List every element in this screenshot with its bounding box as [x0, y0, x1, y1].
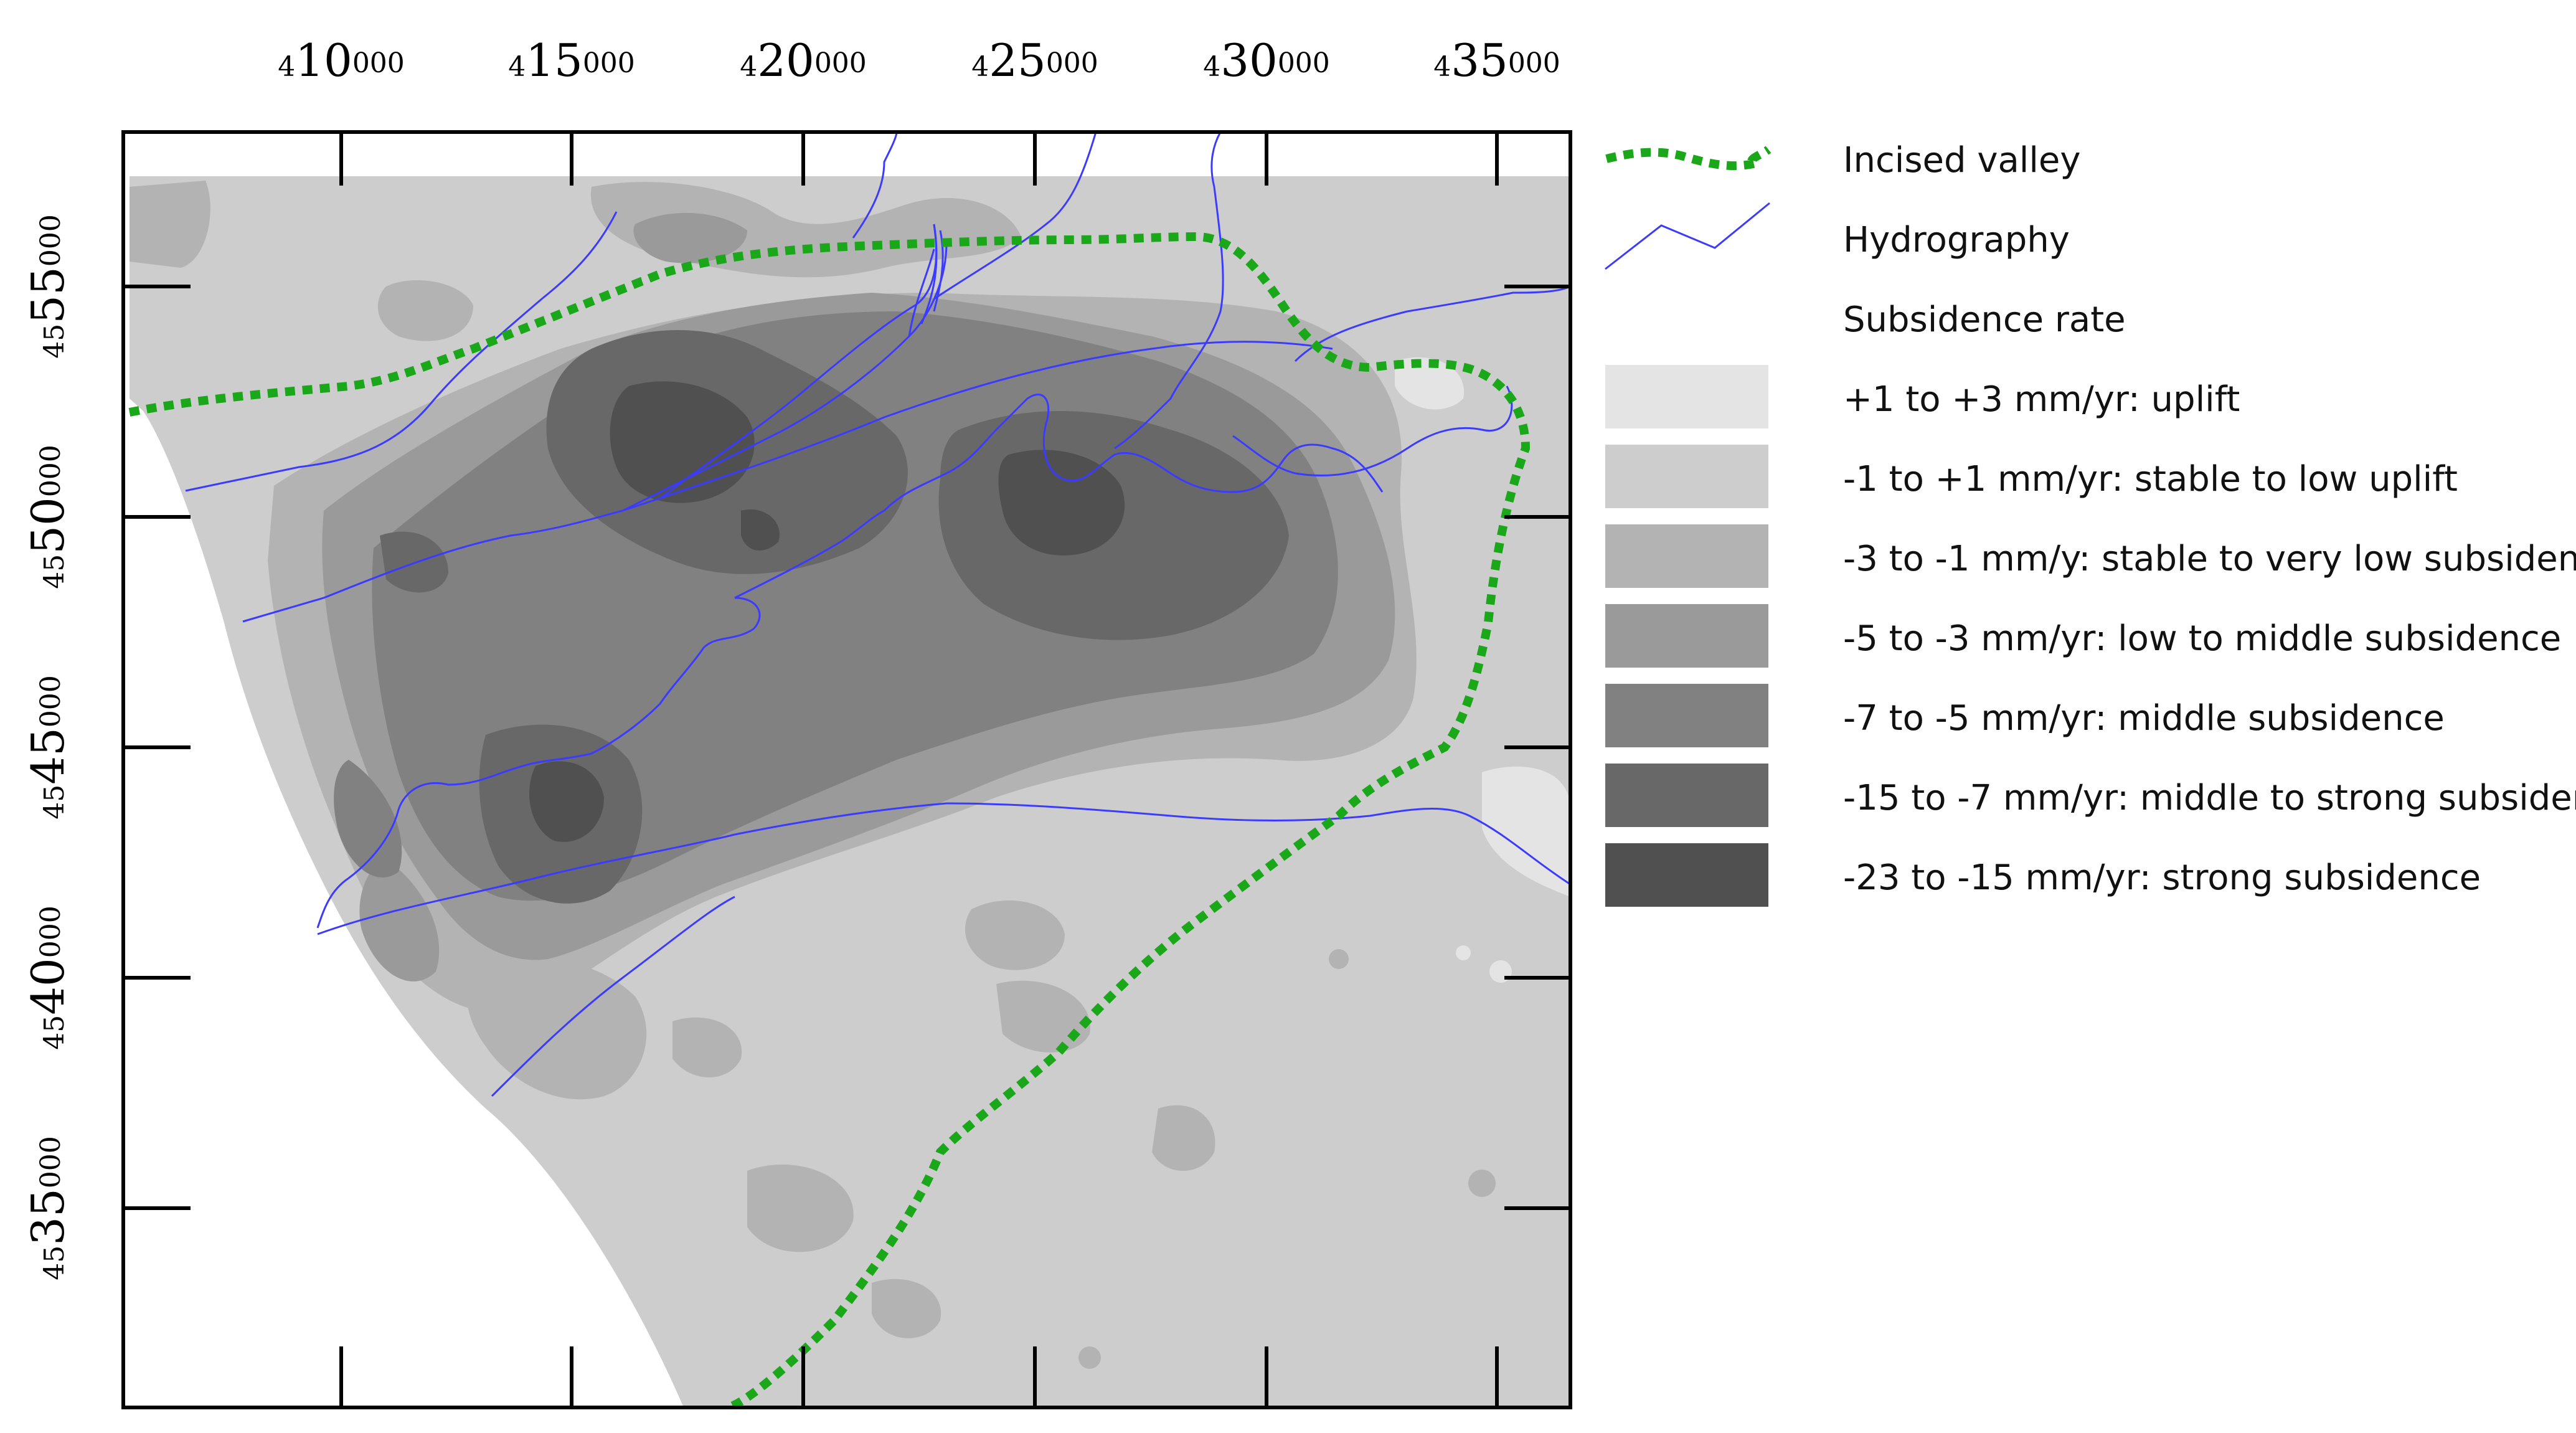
legend-label: Hydrography [1843, 220, 2070, 260]
x-tick-label: 430000 [1203, 34, 1330, 87]
y-tick-label: 4545000 [22, 675, 74, 820]
x-tick-label: 415000 [508, 34, 635, 87]
hydrography-lines[interactable] [185, 132, 1570, 1097]
legend-label: -3 to -1 mm/y: stable to very low subsid… [1843, 539, 2576, 579]
legend-label: Incised valley [1843, 140, 2081, 181]
legend-item-class-middle-strong-subsidence[interactable]: -15 to -7 mm/yr: middle to strong subsid… [1605, 764, 2576, 827]
legend-item-class-very-low-subsidence[interactable]: -3 to -1 mm/y: stable to very low subsid… [1605, 524, 2576, 588]
legend-item-incised-valley[interactable]: Incised valley [1605, 140, 2081, 181]
legend-item-class-uplift[interactable]: +1 to +3 mm/yr: uplift [1605, 365, 2240, 428]
x-tick-label: 425000 [971, 34, 1098, 87]
legend-swatch [1605, 764, 1768, 827]
legend-title: Subsidence rate [1843, 300, 2126, 340]
uplift-patches [293, 357, 1570, 983]
legend: Incised valley Hydrography Subsidence ra… [1605, 140, 2576, 907]
map-panel: 410000 415000 420000 425000 430000 43500… [22, 34, 1572, 1409]
tick-marks [123, 132, 1570, 1407]
incised-valley-swatch [1605, 146, 1772, 171]
legend-item-class-middle-subsidence[interactable]: -7 to -5 mm/yr: middle subsidence [1605, 684, 2445, 747]
legend-label: -5 to -3 mm/yr: low to middle subsidence [1843, 618, 2561, 659]
x-tick-labels: 410000 415000 420000 425000 430000 43500… [278, 34, 1560, 87]
x-tick-label: 435000 [1433, 34, 1560, 87]
y-tick-label: 4540000 [22, 906, 74, 1050]
legend-item-class-strong-subsidence[interactable]: -23 to -15 mm/yr: strong subsidence [1605, 843, 2481, 907]
legend-swatch [1605, 524, 1768, 588]
legend-swatch [1605, 684, 1768, 747]
legend-swatch [1605, 843, 1768, 907]
x-tick-label: 410000 [278, 34, 405, 87]
legend-label: +1 to +3 mm/yr: uplift [1843, 379, 2240, 420]
legend-item-class-low-middle-subsidence[interactable]: -5 to -3 mm/yr: low to middle subsidence [1605, 604, 2561, 668]
legend-swatch [1605, 365, 1768, 428]
hydrography-swatch-icon [1605, 202, 1770, 270]
y-tick-label: 4535000 [22, 1136, 74, 1280]
legend-label: -15 to -7 mm/yr: middle to strong subsid… [1843, 778, 2576, 818]
legend-item-hydrography[interactable]: Hydrography [1605, 202, 2070, 270]
legend-swatch [1605, 445, 1768, 508]
legend-swatch [1605, 604, 1768, 668]
y-tick-labels: 4555000 4550000 4545000 4540000 4535000 [22, 214, 74, 1280]
x-tick-label: 420000 [740, 34, 867, 87]
map-frame [121, 130, 1572, 1409]
legend-label: -7 to -5 mm/yr: middle subsidence [1843, 698, 2445, 739]
y-tick-label: 4550000 [22, 445, 74, 589]
legend-label: -1 to +1 mm/yr: stable to low uplift [1843, 459, 2458, 499]
legend-label: -23 to -15 mm/yr: strong subsidence [1843, 858, 2481, 898]
legend-item-class-stable-low-uplift[interactable]: -1 to +1 mm/yr: stable to low uplift [1605, 445, 2458, 508]
strong-subsidence-zones [529, 381, 1125, 842]
incised-valley-line[interactable] [128, 232, 1531, 1407]
y-tick-label: 4555000 [22, 214, 74, 359]
subsidence-surface [130, 176, 1570, 1407]
